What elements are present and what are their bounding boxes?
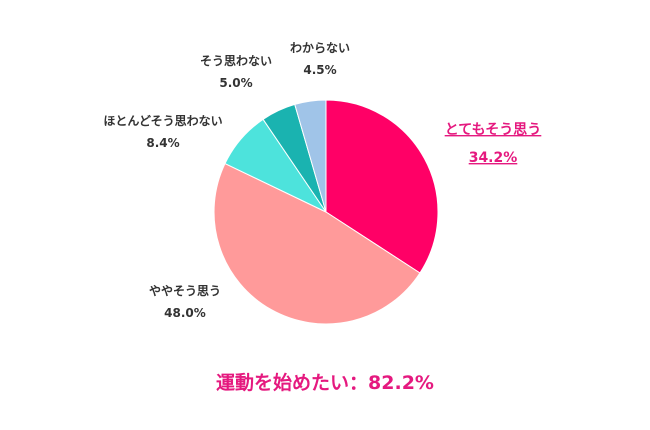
pie-slice-dont-know — [294, 99, 327, 213]
slice-label-mostly-disagree: ほとんどそう思わない — [103, 114, 222, 128]
pie-slice-somewhat-agree — [213, 162, 421, 325]
pie-labels: とてもそう思う 34.2% ややそう思う 48.0% ほとんどそう思わない 8.4% そう思… — [103, 41, 541, 320]
slice-label-strongly-agree: とてもそう思う — [445, 122, 542, 138]
pie-slices — [213, 99, 439, 325]
slice-value-dont-know: 4.5% — [303, 63, 336, 77]
summary-annotation: 運動を始めたい：82.2% — [216, 371, 434, 394]
slice-label-dont-know: わからない — [290, 41, 350, 55]
slice-value-somewhat-agree: 48.0% — [164, 306, 206, 320]
slice-value-strongly-agree: 34.2% — [469, 150, 518, 166]
slice-value-disagree: 5.0% — [219, 76, 252, 90]
slice-label-somewhat-agree: ややそう思う — [149, 284, 221, 298]
slice-value-mostly-disagree: 8.4% — [146, 136, 179, 150]
slice-label-disagree: そう思わない — [200, 54, 272, 68]
